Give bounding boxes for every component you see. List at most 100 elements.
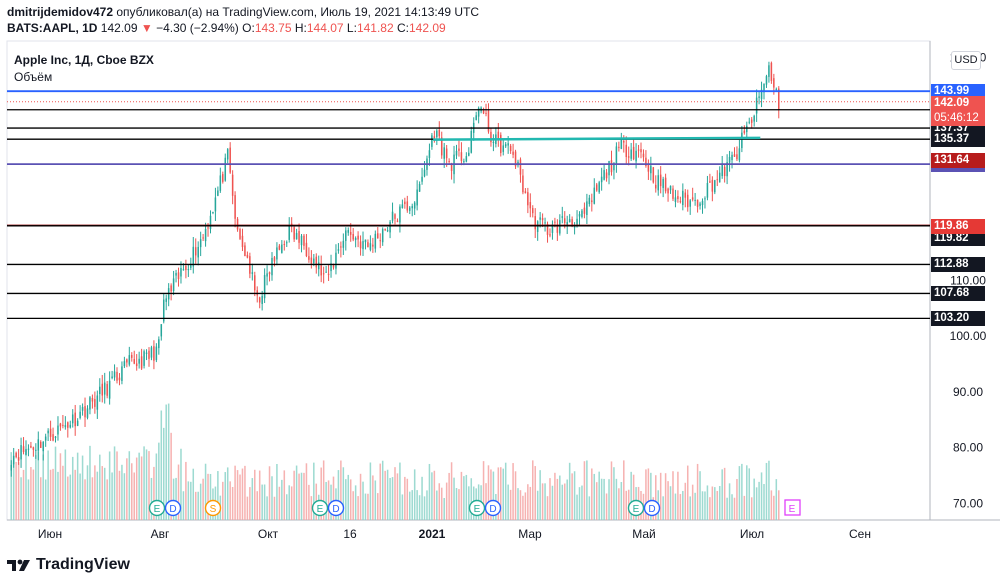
candle-body[interactable] [770, 62, 773, 81]
candle-body[interactable] [647, 163, 650, 172]
candle-body[interactable] [603, 170, 605, 180]
horizontal-levels[interactable] [7, 90, 930, 320]
candle-body[interactable] [308, 256, 310, 260]
candle-body[interactable] [389, 221, 391, 233]
candle-body[interactable] [522, 175, 524, 193]
candle-body[interactable] [37, 439, 40, 451]
candle-body[interactable] [276, 247, 278, 260]
candle-body[interactable] [187, 269, 190, 271]
candle-body[interactable] [300, 235, 303, 246]
candle-body[interactable] [655, 184, 657, 189]
candle-body[interactable] [551, 224, 554, 233]
candle-body[interactable] [325, 271, 327, 273]
candle-body[interactable] [118, 377, 121, 381]
candle-body[interactable] [436, 130, 438, 138]
candle-body[interactable] [623, 140, 625, 143]
candle-body[interactable] [571, 219, 573, 225]
candle-body[interactable] [335, 252, 337, 269]
candle-body[interactable] [738, 148, 741, 161]
candle-body[interactable] [664, 177, 667, 192]
candle-body[interactable] [682, 190, 684, 206]
candle-body[interactable] [81, 407, 84, 411]
candle-body[interactable] [554, 221, 556, 223]
candle-body[interactable] [760, 89, 763, 99]
candle-body[interactable] [689, 200, 691, 207]
candle-body[interactable] [197, 246, 199, 258]
earnings-event-marker[interactable] [468, 499, 486, 517]
candle-body[interactable] [674, 197, 677, 202]
candle-body[interactable] [743, 130, 746, 133]
candle-body[interactable] [111, 376, 113, 379]
candle-body[interactable] [143, 351, 145, 366]
candle-body[interactable] [345, 230, 347, 241]
candle-body[interactable] [194, 247, 197, 256]
price-axis-label[interactable]: 131.64 [931, 152, 985, 168]
candle-body[interactable] [482, 109, 485, 114]
candle-body[interactable] [610, 160, 613, 173]
candle-body[interactable] [608, 161, 610, 176]
candle-body[interactable] [465, 156, 468, 162]
candle-body[interactable] [524, 191, 527, 194]
candle-body[interactable] [234, 195, 236, 219]
candle-body[interactable] [246, 254, 249, 258]
candle-body[interactable] [591, 200, 593, 203]
candle-body[interactable] [714, 180, 716, 193]
candle-body[interactable] [182, 269, 185, 271]
candle-body[interactable] [94, 399, 96, 407]
candle-body[interactable] [696, 199, 699, 207]
candle-body[interactable] [625, 144, 628, 158]
candle-body[interactable] [254, 275, 256, 291]
candle-body[interactable] [313, 258, 315, 264]
price-axis-label[interactable]: 112.88 [931, 257, 985, 273]
candle-body[interactable] [349, 231, 352, 235]
candle-body[interactable] [386, 230, 389, 232]
price-axis-label[interactable]: 119.86 [931, 218, 985, 234]
candle-body[interactable] [258, 297, 261, 303]
candle-body[interactable] [175, 273, 177, 276]
candle-body[interactable] [637, 149, 640, 151]
candle-body[interactable] [113, 371, 116, 378]
candle-body[interactable] [76, 420, 79, 426]
candle-body[interactable] [490, 131, 492, 143]
candle-body[interactable] [126, 359, 128, 363]
candle-body[interactable] [128, 355, 131, 365]
candle-body[interactable] [561, 216, 564, 218]
candle-body[interactable] [352, 233, 354, 240]
candle-body[interactable] [359, 241, 362, 249]
candle-body[interactable] [273, 257, 276, 262]
candle-body[interactable] [630, 149, 632, 159]
candle-body[interactable] [283, 244, 286, 246]
candle-body[interactable] [728, 156, 731, 163]
candle-body[interactable] [586, 201, 588, 216]
candle-body[interactable] [372, 244, 374, 247]
candle-body[interactable] [468, 152, 470, 156]
candle-body[interactable] [559, 220, 561, 234]
candle-body[interactable] [64, 425, 67, 428]
candle-body[interactable] [327, 273, 330, 275]
trendline[interactable] [433, 136, 761, 141]
candle-body[interactable] [418, 183, 421, 192]
time-tick-label[interactable]: Авг [151, 527, 170, 541]
candle-body[interactable] [153, 346, 155, 361]
candle-body[interactable] [485, 112, 487, 114]
candle-body[interactable] [595, 184, 598, 191]
price-axis-label[interactable]: 135.37 [931, 132, 985, 148]
candle-body[interactable] [44, 436, 47, 441]
candle-body[interactable] [49, 428, 52, 437]
candle-body[interactable] [185, 265, 187, 271]
split-event-marker[interactable] [204, 499, 222, 517]
candle-body[interactable] [106, 384, 108, 396]
candle-body[interactable] [549, 234, 551, 236]
candle-body[interactable] [519, 159, 522, 175]
candle-body[interactable] [598, 182, 600, 193]
candle-body[interactable] [103, 382, 106, 395]
candle-body[interactable] [399, 206, 401, 223]
candle-body[interactable] [593, 187, 596, 204]
candle-body[interactable] [84, 406, 86, 418]
candle-body[interactable] [209, 215, 212, 230]
candle-body[interactable] [763, 83, 765, 93]
candle-body[interactable] [396, 220, 399, 222]
candle-body[interactable] [170, 285, 172, 292]
candle-body[interactable] [236, 218, 239, 230]
candle-body[interactable] [364, 239, 367, 243]
